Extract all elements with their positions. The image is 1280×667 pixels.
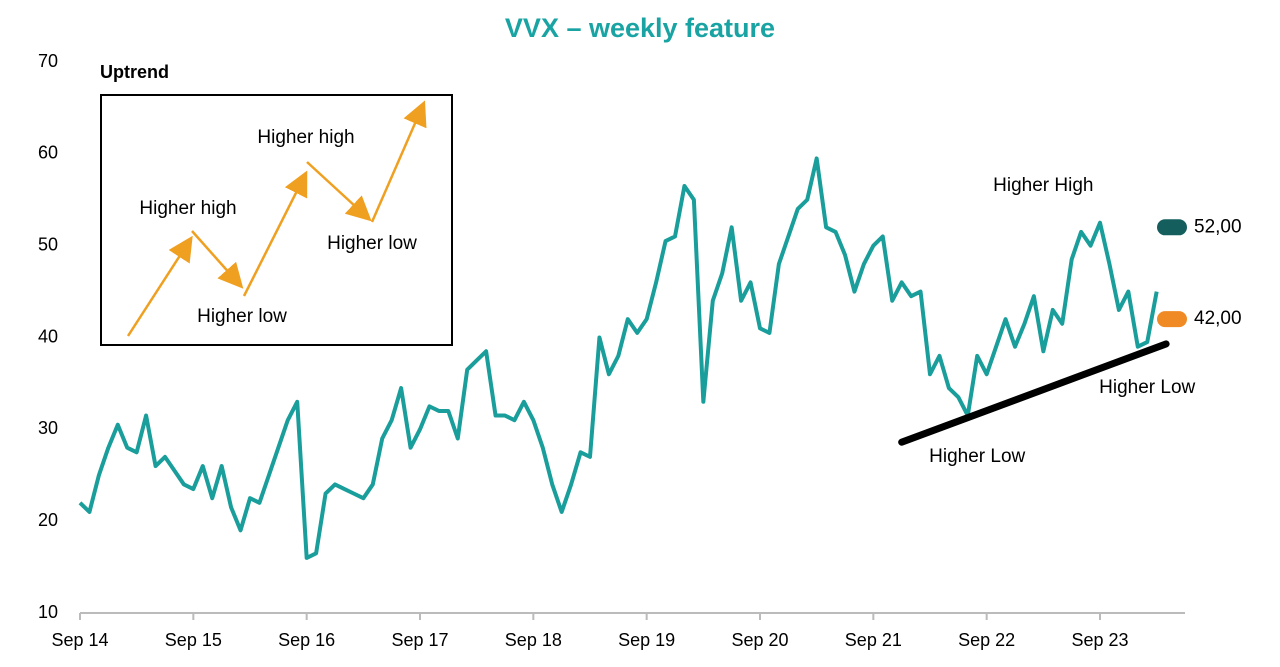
level-marker: [1157, 219, 1187, 236]
inset-label: Higher high: [139, 198, 236, 219]
x-tick-label: Sep 17: [391, 630, 448, 650]
annotation: Higher High: [993, 175, 1093, 196]
inset-arrows: [126, 100, 427, 337]
y-tick-label: 70: [38, 51, 58, 71]
x-tick-label: Sep 14: [51, 630, 108, 650]
inset-frame: [100, 94, 453, 346]
series-line: [78, 156, 1159, 560]
annotation: Higher Low: [929, 446, 1025, 467]
y-tick-label: 40: [38, 326, 58, 346]
level-label: 42,00: [1194, 308, 1242, 329]
x-tick-label: Sep 15: [165, 630, 222, 650]
inset-label: Higher high: [257, 127, 354, 148]
y-tick-label: 20: [38, 510, 58, 530]
x-tick-label: Sep 16: [278, 630, 335, 650]
inset: Uptrend Higher high Higher low Higher hi…: [100, 62, 453, 346]
x-tick-label: Sep 18: [505, 630, 562, 650]
y-tick-label: 50: [38, 234, 58, 254]
y-tick-label: 60: [38, 143, 58, 163]
x-tick-label: Sep 20: [731, 630, 788, 650]
x-tick-label: Sep 21: [845, 630, 902, 650]
y-tick-label: 30: [38, 418, 58, 438]
trend-line: [898, 340, 1170, 446]
inset-label: Higher low: [197, 306, 287, 327]
x-tick-label: Sep 23: [1071, 630, 1128, 650]
chart-title: VVX – weekly feature: [505, 13, 775, 43]
inset-title: Uptrend: [100, 62, 169, 82]
y-tick-label: 10: [38, 602, 58, 622]
level-marker: [1157, 311, 1187, 328]
x-tick-label: Sep 22: [958, 630, 1015, 650]
annotation: Higher Low: [1099, 377, 1195, 398]
x-tick-label: Sep 19: [618, 630, 675, 650]
level-label: 52,00: [1194, 216, 1242, 237]
inset-label: Higher low: [327, 233, 417, 254]
